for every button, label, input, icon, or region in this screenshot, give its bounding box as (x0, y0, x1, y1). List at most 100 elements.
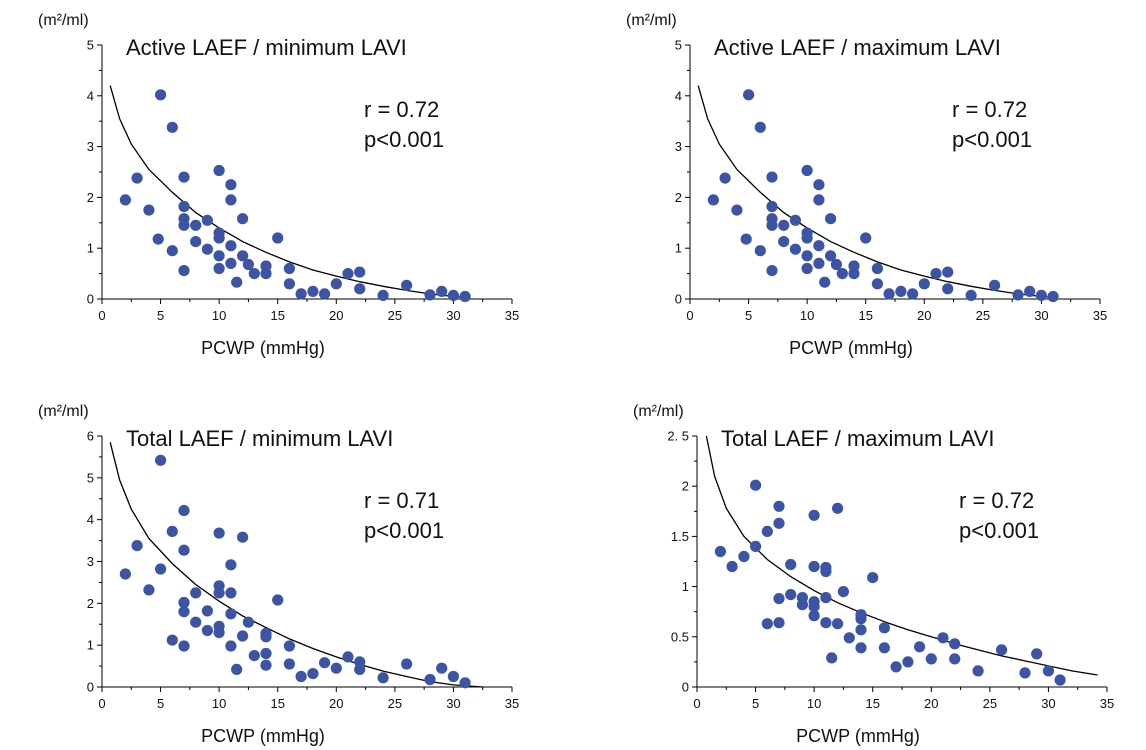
x-tick-label: 30 (446, 308, 460, 323)
y-unit-label: (m²/ml) (626, 12, 677, 29)
data-point (260, 268, 272, 280)
y-tick-label: 3 (675, 139, 682, 154)
x-tick-label: 15 (270, 308, 284, 323)
p-value: p<0.001 (959, 518, 1039, 543)
x-tick-label: 0 (686, 308, 693, 323)
y-tick-label: 6 (87, 429, 94, 444)
data-point (272, 232, 284, 244)
data-point (813, 179, 825, 191)
data-point (820, 592, 832, 604)
data-point (178, 171, 190, 183)
data-point (820, 617, 832, 629)
data-point (342, 651, 354, 663)
data-point (989, 279, 1001, 291)
y-tick-label: 1 (87, 638, 94, 653)
data-point (832, 502, 844, 514)
data-point (155, 454, 167, 466)
data-point (883, 288, 895, 300)
data-point (832, 618, 844, 630)
x-tick-label: 15 (270, 696, 284, 711)
fit-curve (705, 435, 1098, 676)
y-tick-label: 5 (675, 38, 682, 53)
data-point (237, 213, 249, 225)
x-tick-label: 20 (329, 308, 343, 323)
data-point (1035, 289, 1047, 301)
data-point (778, 236, 790, 248)
data-point (925, 653, 937, 665)
data-point (836, 268, 848, 280)
data-point (826, 652, 838, 664)
data-point (855, 613, 867, 625)
y-tick-label: 5 (87, 470, 94, 485)
data-point (225, 640, 237, 652)
y-unit-label: (m²/ml) (38, 12, 89, 29)
x-tick-label: 5 (745, 308, 752, 323)
y-tick-label: 2 (682, 479, 689, 494)
data-point (1054, 674, 1066, 686)
data-point (808, 560, 820, 573)
data-point (801, 250, 813, 262)
data-point (878, 622, 891, 634)
data-point (766, 171, 778, 183)
data-point (447, 289, 459, 301)
data-point (743, 89, 755, 101)
data-point (914, 641, 926, 653)
data-point (166, 525, 178, 538)
x-axis-label: PCWP (mmHg) (201, 338, 325, 358)
chart-title: Total LAEF / maximum LAVI (721, 426, 994, 451)
correlation-r: r = 0.72 (959, 488, 1034, 513)
data-point (972, 665, 984, 677)
x-axis-label: PCWP (mmHg) (796, 726, 920, 746)
data-point (949, 638, 961, 650)
p-value: p<0.001 (364, 518, 444, 543)
data-point (750, 540, 762, 553)
y-tick-label: 2. 5 (667, 429, 689, 444)
data-point (801, 232, 813, 244)
data-point (178, 640, 190, 652)
data-point (190, 236, 202, 248)
data-point (295, 670, 307, 683)
data-point (754, 121, 766, 133)
data-point (201, 605, 213, 617)
data-point (813, 194, 825, 206)
data-point (225, 587, 237, 599)
data-point (190, 219, 202, 231)
data-point (330, 662, 342, 674)
y-tick-label: 0.5 (671, 629, 689, 644)
chart-panel-4: 0 5 10 15 20 25 30 35 0 0.5 1 1.5 2 2. 5 (m²/ml) Total … (633, 403, 1114, 746)
data-point (213, 164, 225, 177)
data-point (436, 285, 448, 297)
chart-panel-3: 0 5 10 15 20 25 30 35 0 1 2 3 4 5 6 (m²/ml) Total LAEF /… (38, 403, 519, 746)
data-point (754, 245, 766, 257)
data-point (878, 642, 891, 654)
data-point (942, 283, 954, 295)
x-tick-label: 35 (1093, 308, 1107, 323)
data-point (283, 278, 295, 290)
data-point (225, 194, 237, 206)
data-point (237, 630, 249, 642)
data-point (773, 617, 785, 629)
data-point (166, 245, 178, 257)
data-point (307, 285, 319, 297)
data-point (178, 544, 190, 556)
data-point (260, 647, 272, 660)
x-tick-label: 0 (693, 696, 700, 711)
data-point (855, 624, 867, 636)
data-point (307, 668, 319, 680)
data-point (965, 289, 977, 301)
data-point (178, 219, 190, 231)
data-point (178, 606, 190, 618)
data-point (837, 586, 850, 598)
y-tick-label: 1 (87, 241, 94, 256)
data-point (801, 164, 813, 177)
chart-panel-2: 0 5 10 15 20 25 30 35 0 1 2 3 4 5 (m²/ml) Active LAEF /… (626, 12, 1107, 358)
correlation-r: r = 0.71 (364, 488, 439, 513)
data-point (761, 618, 773, 630)
data-point (949, 653, 961, 665)
data-point (825, 250, 837, 262)
data-point (248, 650, 260, 662)
fit-curve (109, 442, 483, 688)
data-point (808, 610, 820, 622)
x-tick-label: 5 (157, 308, 164, 323)
y-tick-label: 0 (87, 680, 94, 695)
